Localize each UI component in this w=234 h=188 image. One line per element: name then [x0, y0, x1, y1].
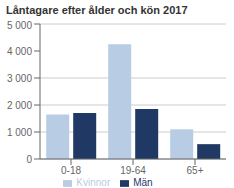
svg-text:5 000: 5 000	[8, 20, 32, 31]
svg-text:0-18: 0-18	[61, 165, 81, 176]
svg-text:19-64: 19-64	[120, 165, 146, 176]
html-text:Låntagare efter ålder och kön: Låntagare efter ålder och kön 2017	[6, 4, 188, 16]
svg-text:65+: 65+	[187, 165, 204, 176]
html-text:Män: Män	[133, 177, 153, 188]
svg-text:3 000: 3 000	[8, 73, 32, 84]
html-text:Kvinnor: Kvinnor	[76, 177, 111, 188]
svg-text:2 000: 2 000	[8, 100, 32, 111]
svg-text:1 000: 1 000	[8, 127, 32, 138]
svg-text:4 000: 4 000	[8, 46, 32, 57]
svg-text:0: 0	[26, 154, 32, 165]
